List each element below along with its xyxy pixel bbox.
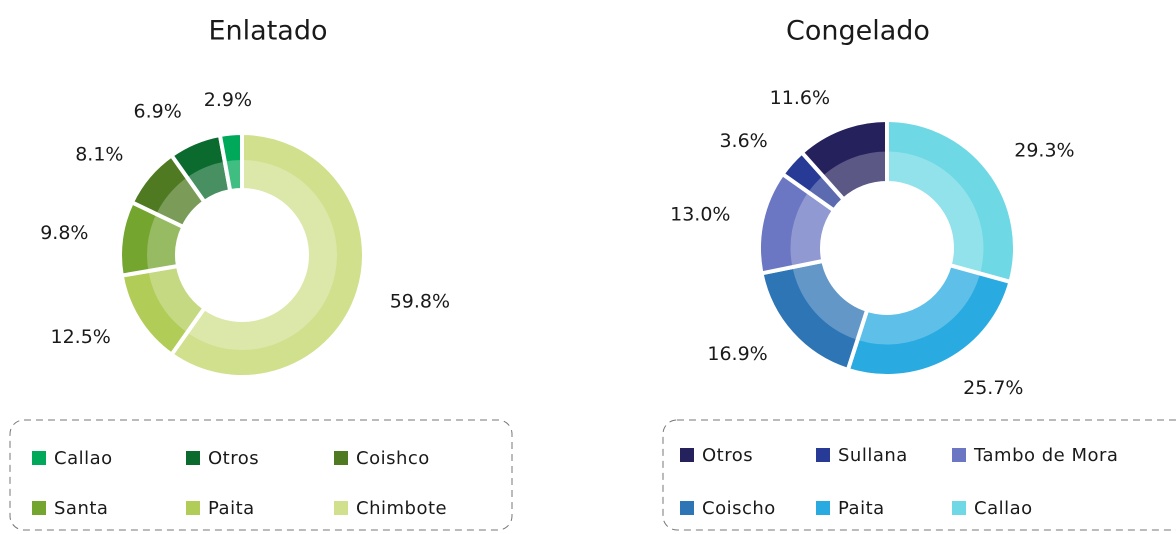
legend-swatch (334, 501, 348, 515)
legend-label: Sullana (838, 445, 908, 466)
donut-segment (885, 117, 1017, 285)
legend-label: Chimbote (356, 498, 447, 519)
legend-swatch (186, 451, 200, 465)
legend-swatch (680, 501, 694, 515)
value-label: 3.6% (719, 130, 767, 152)
legend-swatch (680, 448, 694, 462)
chart-title: Enlatado (208, 16, 327, 47)
value-label: 29.3% (1014, 140, 1074, 162)
legend-label: Callao (974, 498, 1033, 519)
legend-label: Santa (54, 498, 108, 519)
legend-swatch (816, 448, 830, 462)
legend-label: Otros (702, 445, 753, 466)
legend-label: Coischo (702, 498, 776, 519)
value-label: 13.0% (670, 203, 730, 225)
value-label: 11.6% (770, 87, 830, 109)
value-label: 9.8% (40, 222, 88, 244)
inner-band (790, 151, 984, 345)
legend-swatch (32, 451, 46, 465)
inner-band (147, 160, 337, 350)
legend-label: Otros (208, 448, 259, 469)
legend-box (662, 419, 1176, 531)
chart-title: Congelado (786, 16, 930, 47)
value-label: 12.5% (51, 326, 111, 348)
legend-label: Callao (54, 448, 113, 469)
legend-swatch (952, 448, 966, 462)
donut-segment (168, 130, 366, 379)
donut-segment (798, 117, 889, 203)
donut-segment (217, 130, 244, 194)
donut-segment (845, 262, 1013, 378)
legend-swatch (334, 451, 348, 465)
legend-label: Paita (208, 498, 255, 519)
value-label: 6.9% (134, 101, 182, 123)
legend-swatch (186, 501, 200, 515)
legend-swatch (816, 501, 830, 515)
legend-label: Coishco (356, 448, 430, 469)
value-label: 8.1% (75, 144, 123, 166)
legend-swatch (952, 501, 966, 515)
legend-swatch (32, 501, 46, 515)
value-label: 16.9% (707, 343, 767, 365)
value-label: 25.7% (963, 377, 1023, 399)
legend-label: Paita (838, 498, 885, 519)
value-label: 2.9% (204, 89, 252, 111)
legend-label: Tambo de Mora (973, 445, 1118, 466)
value-label: 59.8% (390, 290, 450, 312)
